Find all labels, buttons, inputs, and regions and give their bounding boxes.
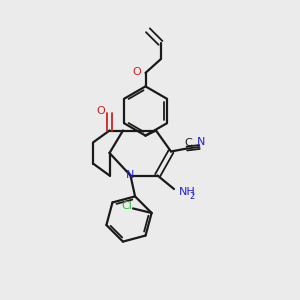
Text: O: O bbox=[133, 67, 142, 77]
Text: N: N bbox=[126, 170, 134, 180]
Text: O: O bbox=[97, 106, 106, 116]
Text: Cl: Cl bbox=[121, 201, 132, 211]
Text: C: C bbox=[184, 138, 192, 148]
Text: 2: 2 bbox=[189, 192, 194, 201]
Text: N: N bbox=[196, 136, 205, 147]
Text: NH: NH bbox=[179, 187, 196, 197]
